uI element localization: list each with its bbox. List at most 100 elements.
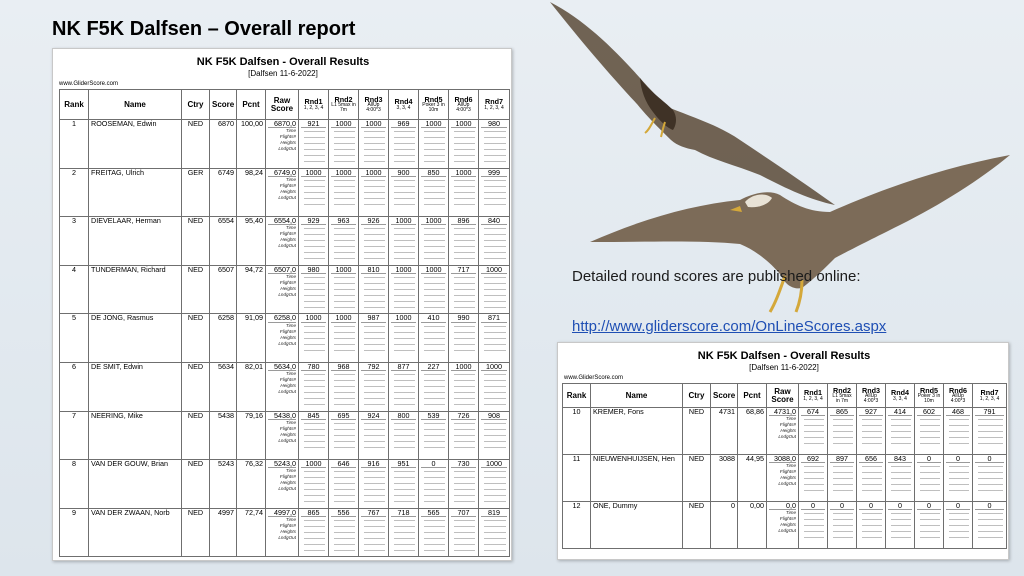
score-cell: 3088	[710, 454, 738, 502]
flight-detail-graphic	[949, 513, 969, 543]
round-label: Rnd3	[364, 94, 383, 104]
round-score: 0	[421, 461, 446, 469]
flight-detail-graphic	[304, 228, 325, 259]
round-score-cell: 1000	[328, 167, 359, 218]
flight-detail-graphic	[920, 513, 940, 543]
raw-score-value: 0,0	[769, 503, 796, 511]
table-row: 6 DE SMIT, Edwin NED 5634 82,01 5634,0 Time Fli…	[59, 361, 510, 412]
round-score-cell: 227	[418, 361, 449, 412]
pcnt-cell: 44,95	[737, 454, 767, 502]
round-score: 1000	[421, 218, 446, 226]
round-score-cell: 897	[827, 454, 857, 502]
flight-detail-graphic	[920, 466, 940, 496]
pilot-name: NEERING, Mike	[88, 410, 182, 461]
round-label: Rnd5	[424, 94, 443, 104]
detail-label: Heights	[280, 285, 296, 291]
rank-cell: 2	[59, 167, 89, 218]
flight-detail-graphic	[334, 228, 355, 259]
flight-detail-graphic	[394, 422, 415, 454]
round-score-cell: 730	[448, 459, 479, 509]
table-row: 2 FREITAG, Ulrich GER 6749 98,24 6749,0 Time Fl…	[59, 167, 510, 218]
round-score: 1000	[481, 363, 507, 372]
rank-cell: 12	[562, 501, 591, 549]
flight-detail-graphic	[454, 325, 475, 357]
raw-score-cell: 6749,0 Time Flights# Heights LndgOut	[265, 167, 299, 218]
round-score: 602	[917, 409, 941, 417]
score-cell: 6258	[209, 313, 237, 363]
flight-detail-graphic	[454, 519, 475, 551]
score-cell: 0	[710, 501, 738, 549]
round-score: 900	[391, 169, 416, 177]
detail-label: Heights	[280, 431, 296, 437]
detail-label: Flights#	[279, 377, 296, 383]
round-score: 1000	[361, 120, 386, 129]
round-score-cell: 602	[914, 407, 944, 455]
round-task: AllUp 4:00*3	[950, 393, 966, 405]
online-scores-link[interactable]: http://www.gliderscore.com/OnLineScores.…	[572, 318, 887, 335]
detail-label: Flights#	[779, 469, 796, 475]
round-score: 718	[391, 509, 416, 517]
detail-label: Time	[285, 468, 296, 474]
round-score-cell: 1000	[418, 264, 449, 315]
round-score: 980	[481, 120, 507, 129]
round-score: 1000	[481, 266, 507, 274]
header-round: Rnd6 AllUp 4:00*3	[943, 383, 973, 408]
round-score-cell: 410	[418, 313, 449, 363]
report-title: NK F5K Dalfsen - Overall Results	[697, 350, 871, 362]
flight-detail-graphic	[484, 519, 506, 551]
round-task: 1, 2, 3, 4	[303, 104, 324, 111]
round-score-cell: 0	[943, 454, 973, 502]
round-score-cell: 1000	[388, 313, 419, 363]
round-label: Rnd5	[920, 385, 938, 395]
detail-label: Flights#	[279, 134, 296, 140]
round-score-cell: 1000	[478, 361, 510, 412]
pilot-name: NIEUWENHUIJSEN, Hen	[590, 454, 683, 502]
report-panel-left: NK F5K Dalfsen - Overall Results [Dalfse…	[52, 48, 512, 561]
raw-score-value: 6749,0	[268, 169, 296, 177]
round-score-cell: 924	[358, 410, 389, 461]
round-score-cell: 646	[328, 459, 359, 509]
round-score-cell: 792	[358, 361, 389, 412]
detail-label: Time	[285, 516, 296, 522]
detail-label: Flights#	[279, 231, 296, 237]
header-name: Name	[590, 383, 683, 408]
round-score-cell: 1000	[418, 216, 449, 266]
round-score: 926	[361, 218, 386, 226]
round-score: 674	[801, 409, 825, 417]
round-score-cell: 980	[298, 264, 329, 315]
pcnt-cell: 95,40	[236, 216, 266, 266]
flight-detail-graphic	[804, 466, 824, 496]
round-score-cell: 1000	[298, 313, 329, 363]
site-label: www.GliderScore.com	[564, 375, 624, 381]
round-score-cell: 865	[827, 407, 857, 455]
round-score: 897	[830, 456, 854, 464]
round-task: AllUp 4:00*3	[456, 102, 471, 114]
country-cell: NED	[682, 501, 711, 549]
round-score-cell: 896	[448, 216, 479, 266]
round-score: 1000	[301, 315, 326, 323]
round-task: 3, 3, 4	[893, 395, 907, 402]
round-score: 410	[421, 315, 446, 323]
score-cell: 6554	[209, 216, 237, 266]
round-score-cell: 871	[478, 313, 510, 363]
flight-detail-graphic	[334, 131, 355, 162]
round-score-cell: 850	[418, 167, 449, 218]
round-score: 539	[421, 412, 446, 420]
score-cell: 6507	[209, 264, 237, 315]
detail-label: Flights#	[779, 516, 796, 522]
header-round: Rnd1 1, 2, 3, 4	[798, 383, 828, 408]
flight-detail-graphic	[304, 471, 325, 502]
raw-score-cell: 3088,0 Time Flights# Heights LndgOut	[766, 454, 799, 502]
flight-detail-graphic	[484, 179, 506, 211]
round-score: 707	[451, 509, 476, 517]
round-score-cell: 1000	[328, 313, 359, 363]
round-score: 1000	[331, 169, 356, 177]
detail-label: Heights	[780, 428, 796, 434]
rank-cell: 8	[59, 459, 89, 509]
pilot-name: KREMER, Fons	[590, 407, 683, 455]
pilot-name: DIEVELAAR, Herman	[88, 216, 182, 266]
round-score: 414	[888, 409, 912, 417]
flight-detail-graphic	[364, 471, 385, 502]
slide-title: NK F5K Dalfsen – Overall report	[52, 18, 356, 40]
rank-cell: 11	[562, 454, 591, 502]
